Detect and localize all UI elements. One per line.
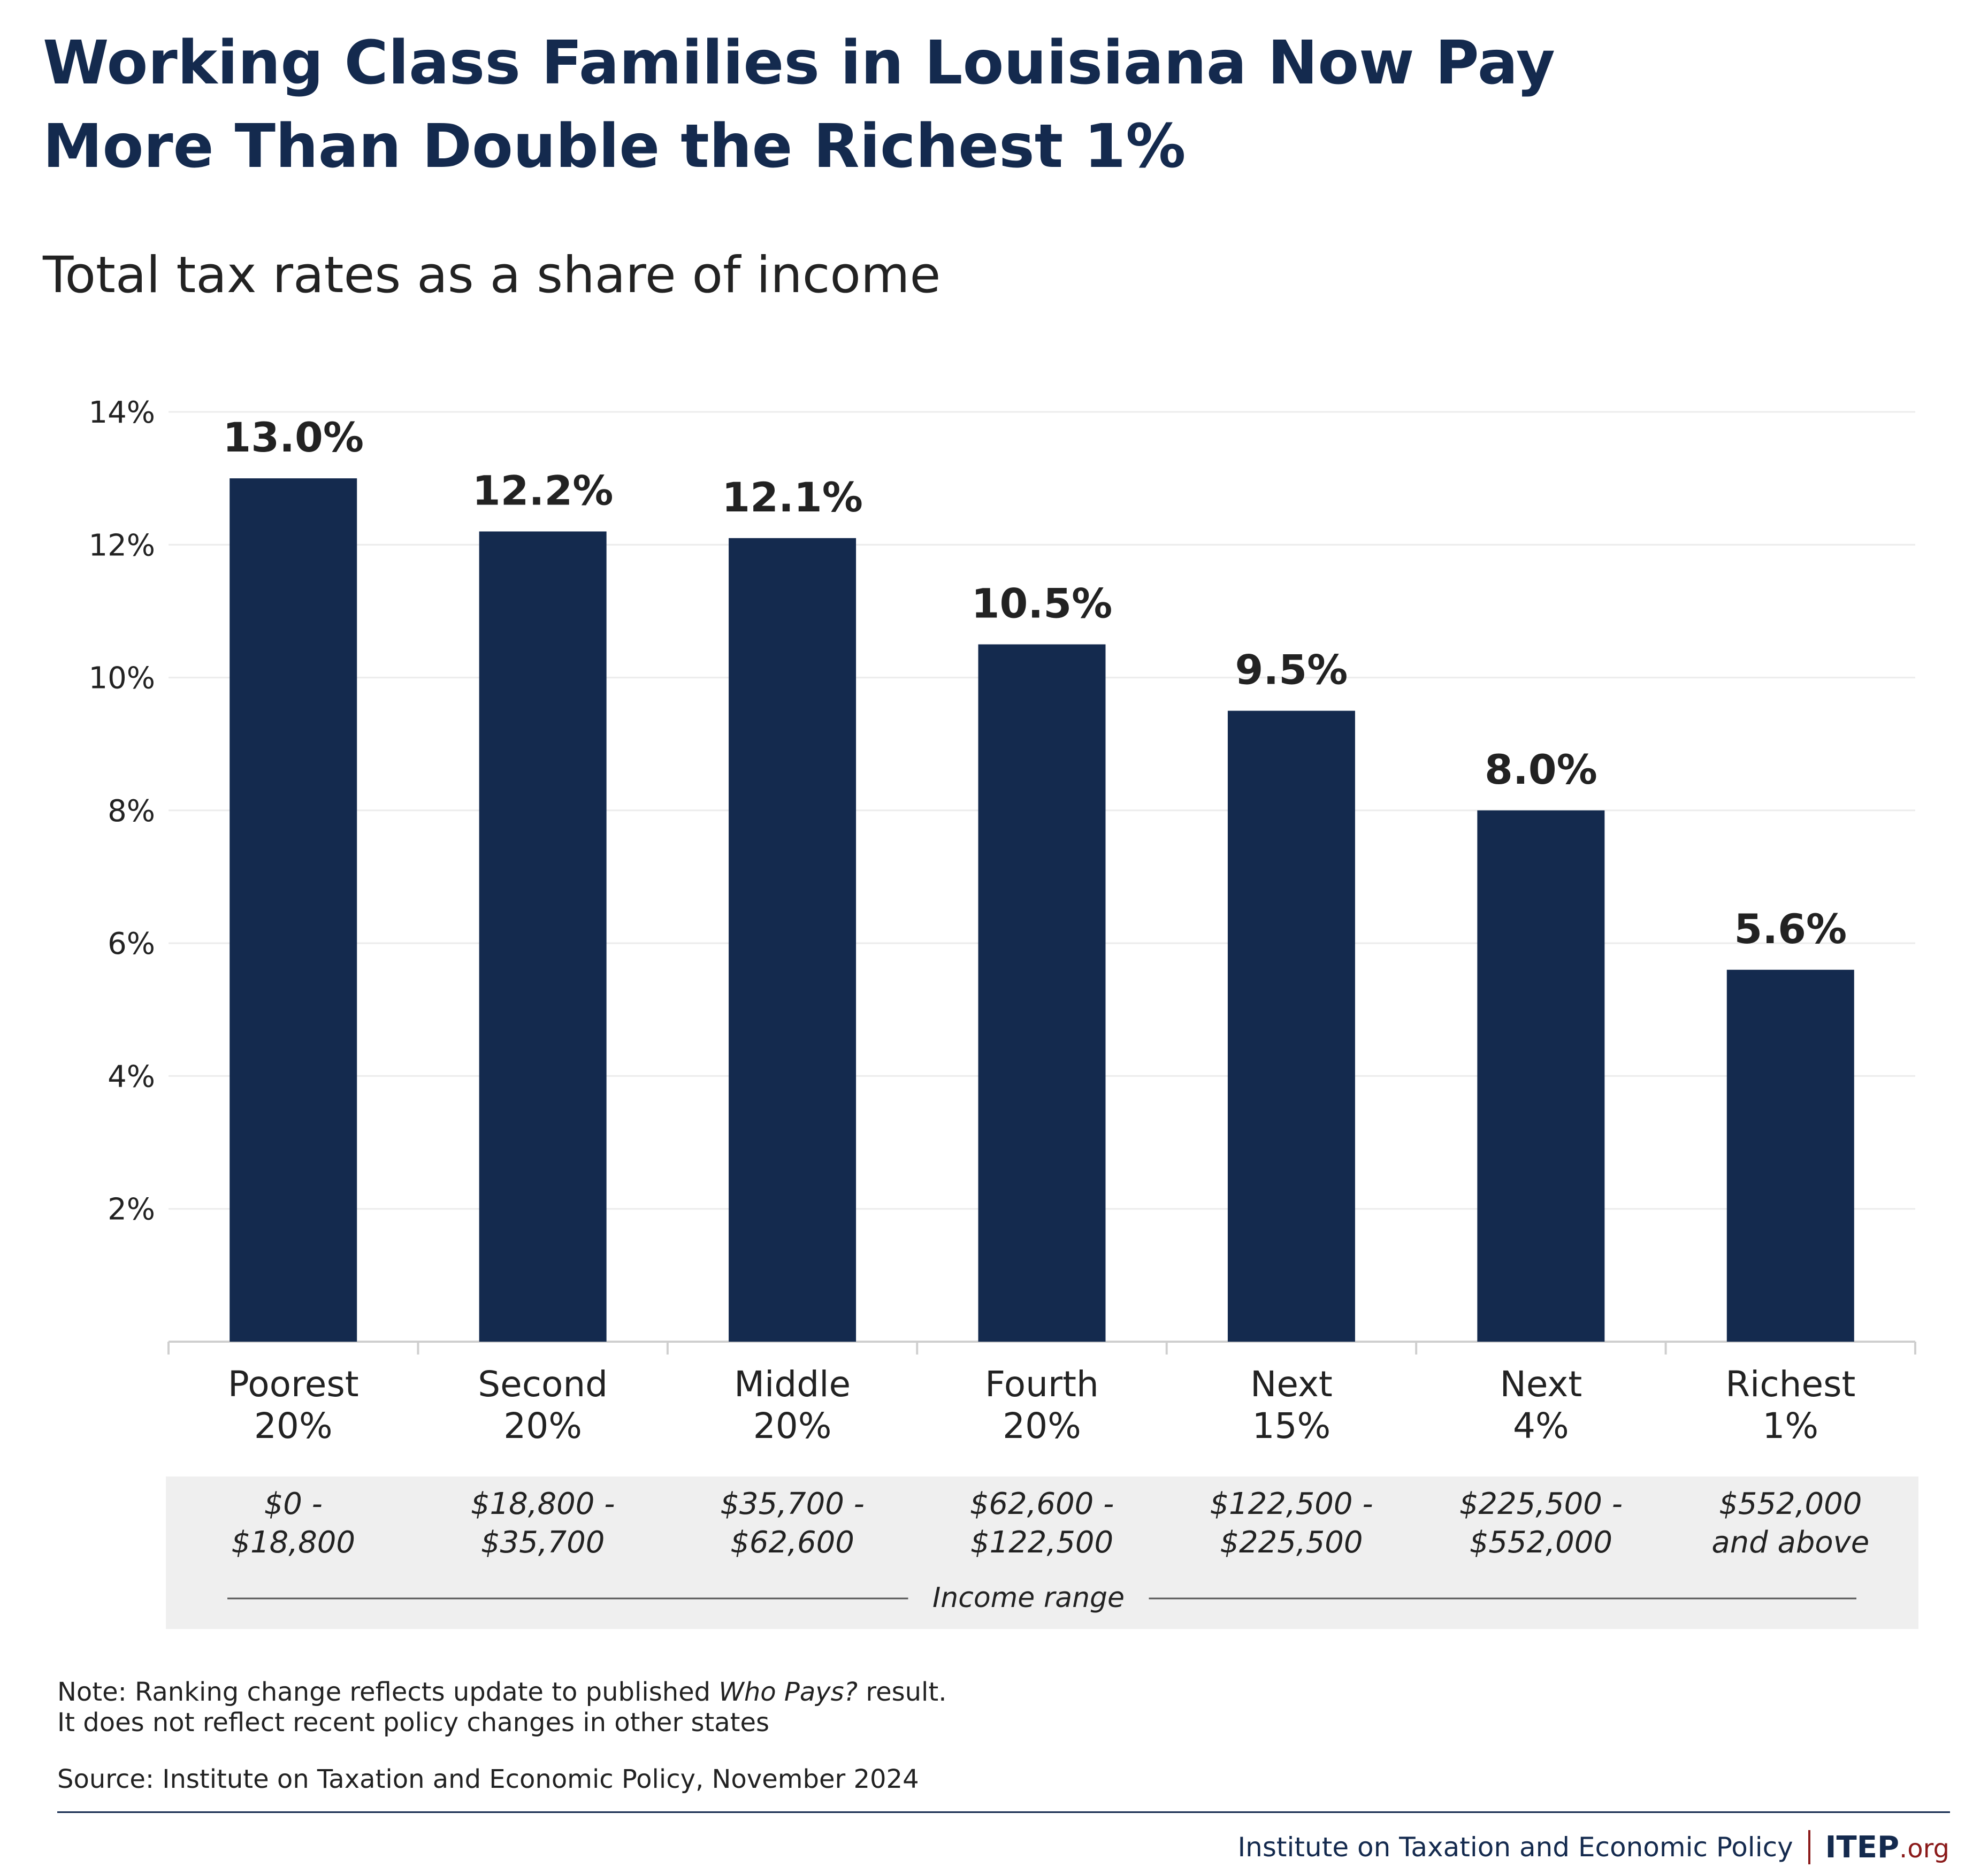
x-category-label: 1% xyxy=(1762,1405,1818,1447)
x-category-label: 4% xyxy=(1513,1405,1569,1447)
income-range-label: $35,700 - xyxy=(720,1487,865,1521)
income-range-label: and above xyxy=(1711,1525,1869,1560)
bar xyxy=(1726,969,1854,1342)
x-category-label: 15% xyxy=(1252,1405,1331,1447)
bar xyxy=(1477,810,1605,1342)
x-category-label: 20% xyxy=(503,1405,582,1447)
x-category-label: 20% xyxy=(753,1405,832,1447)
y-tick-label: 4% xyxy=(108,1059,155,1094)
note-line-1: Note: Ranking change reflects update to … xyxy=(57,1677,946,1708)
itep-logo-suffix: .org xyxy=(1899,1833,1949,1864)
y-tick-label: 2% xyxy=(108,1192,155,1227)
chart-source: Source: Institute on Taxation and Econom… xyxy=(57,1764,919,1794)
bar-value-label: 9.5% xyxy=(1235,646,1348,694)
income-range-label: $122,500 - xyxy=(1210,1487,1373,1521)
chart-title: Working Class Families in Louisiana Now … xyxy=(43,21,1915,188)
chart-title-line-1: Working Class Families in Louisiana Now … xyxy=(43,28,1555,98)
bars xyxy=(230,478,1854,1342)
bar-value-label: 10.5% xyxy=(972,580,1113,628)
x-category-label: Fourth xyxy=(985,1364,1099,1405)
note-line-2: It does not reflect recent policy change… xyxy=(57,1708,770,1738)
bar xyxy=(978,644,1106,1342)
income-range-band xyxy=(166,1476,1918,1629)
x-category-label: Next xyxy=(1500,1364,1582,1405)
income-range-label: $18,800 xyxy=(231,1525,355,1560)
footer: Institute on Taxation and Economic Polic… xyxy=(1237,1828,1949,1866)
income-range-axis-label: Income range xyxy=(932,1582,1125,1614)
x-category-label: 20% xyxy=(254,1405,333,1447)
x-category-label: Richest xyxy=(1725,1364,1855,1405)
bar xyxy=(729,538,857,1342)
y-tick-label: 8% xyxy=(108,794,155,829)
y-tick-label: 10% xyxy=(89,661,155,696)
income-range-label: $18,800 - xyxy=(471,1487,615,1521)
y-tick-label: 6% xyxy=(108,927,155,961)
axes: 2% 4% 6% 8% 10% 12% 14% xyxy=(89,395,1916,1600)
income-range-label: $62,600 - xyxy=(970,1487,1114,1521)
x-category-label: Second xyxy=(478,1364,608,1405)
bar-value-label: 8.0% xyxy=(1485,746,1597,793)
note-suffix: result. xyxy=(858,1677,947,1707)
income-range-label: $62,600 xyxy=(730,1525,854,1560)
income-range-label: $552,000 xyxy=(1470,1525,1612,1560)
footer-org-name: Institute on Taxation and Economic Polic… xyxy=(1237,1832,1793,1863)
x-category-label: 20% xyxy=(1003,1405,1081,1447)
income-range-label: $225,500 xyxy=(1220,1525,1363,1560)
income-range-label: $122,500 xyxy=(970,1525,1113,1560)
bar-value-label: 5.6% xyxy=(1734,905,1847,953)
x-category-label: Next xyxy=(1250,1364,1333,1405)
note-italic-title: Who Pays? xyxy=(718,1677,858,1707)
bar xyxy=(1227,710,1355,1342)
income-range-label: $552,000 xyxy=(1719,1487,1862,1521)
bar-value-label: 12.2% xyxy=(472,466,614,514)
income-range-label: $0 - xyxy=(264,1487,323,1521)
note-prefix: Note: Ranking change reflects update to … xyxy=(57,1677,719,1707)
income-range-label: $225,500 - xyxy=(1459,1487,1623,1521)
footer-rule xyxy=(57,1811,1950,1813)
income-range-label: $35,700 xyxy=(481,1525,605,1560)
x-category-label: Middle xyxy=(734,1364,851,1405)
footer-separator xyxy=(1808,1830,1810,1864)
bar xyxy=(479,531,607,1342)
y-tick-label: 14% xyxy=(89,395,155,430)
chart-note: Note: Ranking change reflects update to … xyxy=(57,1677,946,1738)
itep-logo: ITEP.org xyxy=(1825,1830,1949,1865)
y-tick-label: 12% xyxy=(89,528,155,563)
chart-title-line-2: More Than Double the Richest 1% xyxy=(43,112,1186,181)
bar xyxy=(230,478,357,1342)
bar-value-label: 12.1% xyxy=(722,473,863,521)
bar-value-label: 13.0% xyxy=(223,414,364,461)
x-category-label: Poorest xyxy=(228,1364,359,1405)
itep-logo-text: ITEP xyxy=(1825,1830,1900,1865)
chart-subtitle: Total tax rates as a share of income xyxy=(43,246,941,304)
